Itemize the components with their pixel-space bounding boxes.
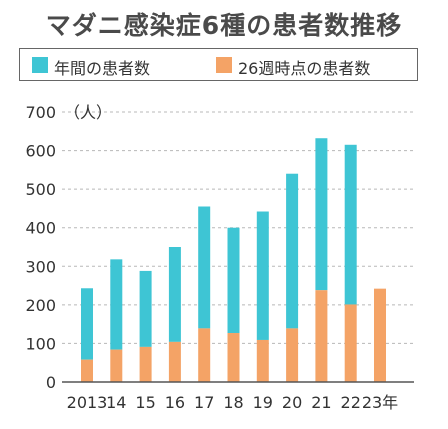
x-tick-label: 21 bbox=[311, 393, 331, 412]
x-tick-label: 19 bbox=[253, 393, 273, 412]
y-axis-label: （人） bbox=[64, 103, 112, 122]
y-tick-label: 500 bbox=[25, 180, 56, 199]
bar-annual bbox=[286, 173, 299, 329]
bar-week26 bbox=[198, 328, 211, 382]
y-tick-label: 600 bbox=[25, 142, 56, 161]
legend-swatch-week26 bbox=[216, 57, 232, 73]
x-tick-label: 18 bbox=[223, 393, 243, 412]
bar-week26 bbox=[168, 341, 181, 382]
y-tick-label: 200 bbox=[25, 296, 56, 315]
bar-week26 bbox=[110, 349, 123, 382]
x-tick-label: 22 bbox=[341, 393, 361, 412]
bar-annual bbox=[344, 144, 357, 305]
bar-annual bbox=[315, 138, 328, 291]
bar-week26 bbox=[81, 359, 93, 382]
chart-title: マダニ感染症6種の患者数推移 bbox=[45, 11, 403, 40]
legend: 年間の患者数 26週時点の患者数 bbox=[19, 48, 418, 81]
bar-week26 bbox=[227, 333, 240, 382]
y-tick-label: 700 bbox=[25, 103, 56, 122]
x-tick-label: 17 bbox=[194, 393, 214, 412]
y-tick-label: 400 bbox=[25, 219, 56, 238]
bar-week26 bbox=[139, 346, 152, 382]
bar-annual bbox=[227, 227, 240, 334]
y-tick-label: 300 bbox=[25, 257, 56, 276]
x-tick-label: 23年 bbox=[362, 393, 398, 412]
bar-annual bbox=[198, 206, 211, 329]
x-tick-label: 15 bbox=[135, 393, 155, 412]
x-tick-label: 2013 bbox=[67, 393, 108, 412]
bar-annual bbox=[139, 270, 152, 347]
bar-week26 bbox=[256, 339, 269, 382]
bar-week26 bbox=[286, 328, 299, 382]
y-tick-label: 100 bbox=[25, 334, 56, 353]
y-tick-label: 0 bbox=[46, 373, 56, 392]
legend-label-week26: 26週時点の患者数 bbox=[238, 59, 371, 78]
bar-annual bbox=[256, 211, 269, 340]
bar-annual bbox=[110, 259, 123, 350]
bar-annual bbox=[81, 288, 93, 360]
legend-swatch-annual bbox=[32, 57, 48, 73]
bar-week26 bbox=[315, 290, 328, 382]
legend-label-annual: 年間の患者数 bbox=[54, 59, 151, 78]
x-tick-label: 16 bbox=[165, 393, 185, 412]
bar-week26 bbox=[344, 304, 357, 382]
bar-annual bbox=[168, 247, 181, 342]
x-tick-label: 20 bbox=[282, 393, 302, 412]
x-tick-label: 14 bbox=[106, 393, 126, 412]
bar-week26 bbox=[374, 288, 386, 382]
